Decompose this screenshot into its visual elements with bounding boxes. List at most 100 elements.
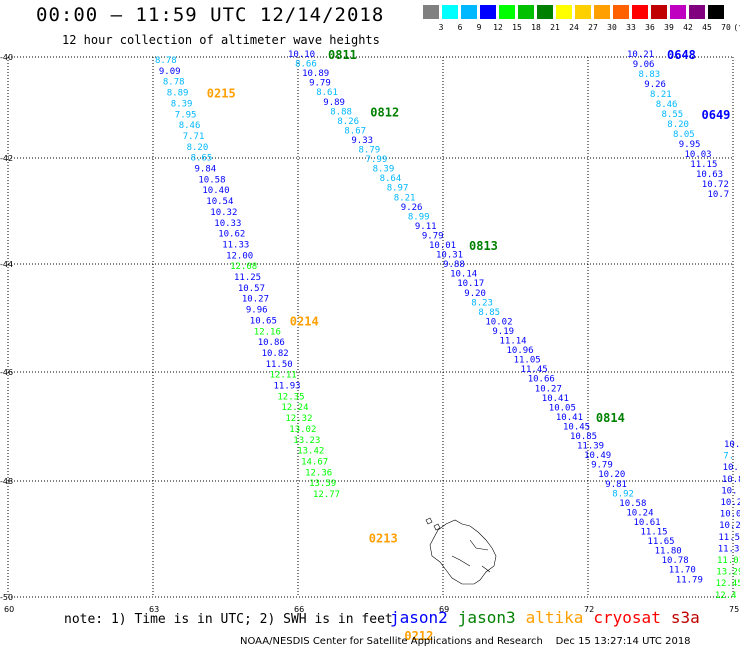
swh-value: 13.59 <box>309 479 336 489</box>
swh-value: 10.58 <box>619 499 646 509</box>
legend-label: 33 <box>626 23 636 32</box>
swh-value: 10.27 <box>535 384 562 394</box>
swh-value: 10.05 <box>549 403 576 413</box>
swh-value: 12.11 <box>270 371 297 381</box>
island-main <box>429 519 497 585</box>
legend-swatch <box>594 5 610 19</box>
legend-swatch <box>708 5 724 19</box>
swh-value: 8.78 <box>163 78 185 88</box>
swh-value: 9.79 <box>309 79 331 89</box>
swh-value: 10.10 <box>288 50 315 60</box>
legend-label: 6 <box>457 23 463 32</box>
pass-time-label: 0813 <box>469 239 498 253</box>
chart-title: 00:00 – 11:59 UTC 12/14/2018 <box>36 4 385 26</box>
swh-value: 9.20 <box>464 289 486 299</box>
swh-value: 10.62 <box>218 230 245 240</box>
swh-value: 9.26 <box>644 80 666 90</box>
swh-value: 8.66 <box>295 60 317 70</box>
swh-value: 9.88 <box>443 260 465 270</box>
legend-label: 42 <box>683 23 693 32</box>
pass-time-label: 0212 <box>404 629 433 643</box>
island-detail <box>451 539 491 573</box>
legend-swatch <box>575 5 591 19</box>
lat-lon-grid: -40 -42 -44 -46 -48 -50 60 63 66 69 72 75 <box>0 53 739 614</box>
swh-value: 7.99 <box>366 155 388 165</box>
swh-value: 7. <box>723 452 734 462</box>
swh-value: 11.05 <box>514 356 541 366</box>
swh-value: 12.45 <box>716 579 740 589</box>
legend-swatch <box>556 5 572 19</box>
swh-value: 8.46 <box>179 121 201 131</box>
swh-value: 10. <box>721 486 737 496</box>
swh-value: 11.93 <box>274 382 301 392</box>
swh-value: 8.39 <box>373 165 395 175</box>
swh-value: 9.19 <box>492 327 514 337</box>
swh-value: 10.41 <box>556 413 583 423</box>
swh-value: 10.80 <box>722 475 740 485</box>
legend-swatch <box>689 5 705 19</box>
swh-value: 11.01 <box>717 556 740 566</box>
swh-value: 10.63 <box>696 170 723 180</box>
swh-value: 8.39 <box>171 99 193 109</box>
swh-value: 10. <box>724 440 740 450</box>
pass-time-label: 0814 <box>596 411 625 425</box>
lat-label: -50 <box>0 593 13 602</box>
swh-value: 7.95 <box>175 110 197 120</box>
swh-value: 10.58 <box>198 175 225 185</box>
swh-value: 11.15 <box>641 528 668 538</box>
swh-value: 10.40 <box>202 186 229 196</box>
lon-label: 75 <box>729 605 739 614</box>
swh-value: 8.65 <box>191 154 213 164</box>
lon-label: 72 <box>584 605 594 614</box>
swh-value: 10.82 <box>262 349 289 359</box>
swh-value: 10.96 <box>507 346 534 356</box>
island-islet <box>425 517 433 525</box>
swh-value: 11.39 <box>577 442 604 452</box>
swh-value: 11.25 <box>234 273 261 283</box>
swh-value: 11.79 <box>676 575 703 585</box>
swh-value: 9.26 <box>401 203 423 213</box>
swh-value: 10.86 <box>258 338 285 348</box>
swh-value: 13.23 <box>293 436 320 446</box>
swh-value: 13.29 <box>716 568 740 578</box>
swh-value: 11.51 <box>718 533 740 543</box>
swh-value: 8.61 <box>316 88 338 98</box>
swh-value: 12.24 <box>281 403 308 413</box>
lat-label: -42 <box>0 154 13 163</box>
lon-label: 63 <box>149 605 159 614</box>
swh-value: 11.65 <box>648 537 675 547</box>
swh-value: 9.33 <box>351 136 373 146</box>
swh-value: 8.55 <box>662 110 684 120</box>
legend-label: 45 <box>702 23 712 32</box>
swh-value: 8.20 <box>667 120 689 130</box>
swh-value: 9.95 <box>679 140 701 150</box>
legend-swatch <box>632 5 648 19</box>
lat-label: -44 <box>0 260 13 269</box>
swh-value: 9.06 <box>633 60 655 70</box>
swh-value: 8.67 <box>344 126 366 136</box>
swh-value: 10.33 <box>214 219 241 229</box>
legend-label: 27 <box>588 23 598 32</box>
swh-value: 9.79 <box>422 232 444 242</box>
pass-time-label: 0214 <box>290 314 319 328</box>
swh-value: 12.00 <box>226 251 253 261</box>
satellite-altika: altika <box>525 608 584 627</box>
swh-value: 10.32 <box>210 208 237 218</box>
swh-value: 10.20 <box>598 470 625 480</box>
legend-label: 24 <box>569 23 579 32</box>
legend-unit: (ft) <box>733 23 740 32</box>
swh-value: 9.79 <box>591 461 613 471</box>
swh-value: 12.08 <box>230 262 257 272</box>
swh-value: 10.14 <box>450 270 477 280</box>
legend-swatch <box>670 5 686 19</box>
swh-value: 10.57 <box>238 284 265 294</box>
satellite-jason3: jason3 <box>457 608 516 627</box>
swh-value: 9.89 <box>323 98 345 108</box>
island-islet-2 <box>433 523 441 531</box>
pass-time-label: 0648 <box>667 48 696 62</box>
legend-label: 9 <box>476 23 482 32</box>
swh-value: 10.21 <box>627 50 654 60</box>
swh-value: 8.99 <box>408 212 430 222</box>
legend-swatch <box>461 5 477 19</box>
satellite-jason2: jason2 <box>390 608 448 627</box>
